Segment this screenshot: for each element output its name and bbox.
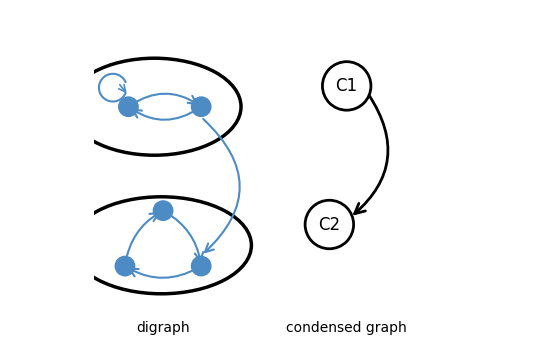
Text: C1: C1 bbox=[336, 77, 358, 95]
Circle shape bbox=[119, 97, 138, 117]
Circle shape bbox=[305, 200, 354, 249]
Circle shape bbox=[153, 201, 173, 220]
Circle shape bbox=[115, 256, 135, 276]
Circle shape bbox=[192, 256, 211, 276]
Text: C2: C2 bbox=[318, 215, 340, 233]
Circle shape bbox=[323, 62, 371, 110]
Text: digraph: digraph bbox=[136, 321, 190, 335]
Circle shape bbox=[192, 97, 211, 117]
Text: condensed graph: condensed graph bbox=[286, 321, 407, 335]
